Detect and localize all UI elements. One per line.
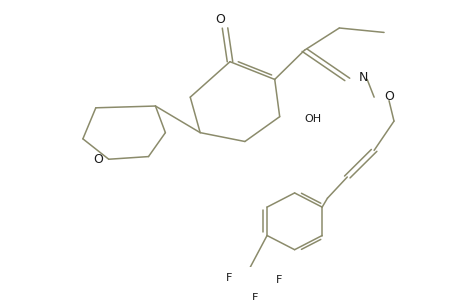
Text: OH: OH [304, 114, 321, 124]
Text: O: O [215, 13, 224, 26]
Text: F: F [226, 273, 232, 283]
Text: N: N [358, 71, 368, 84]
Text: F: F [275, 275, 281, 285]
Text: F: F [252, 292, 258, 300]
Text: O: O [93, 153, 102, 166]
Text: O: O [383, 90, 393, 103]
